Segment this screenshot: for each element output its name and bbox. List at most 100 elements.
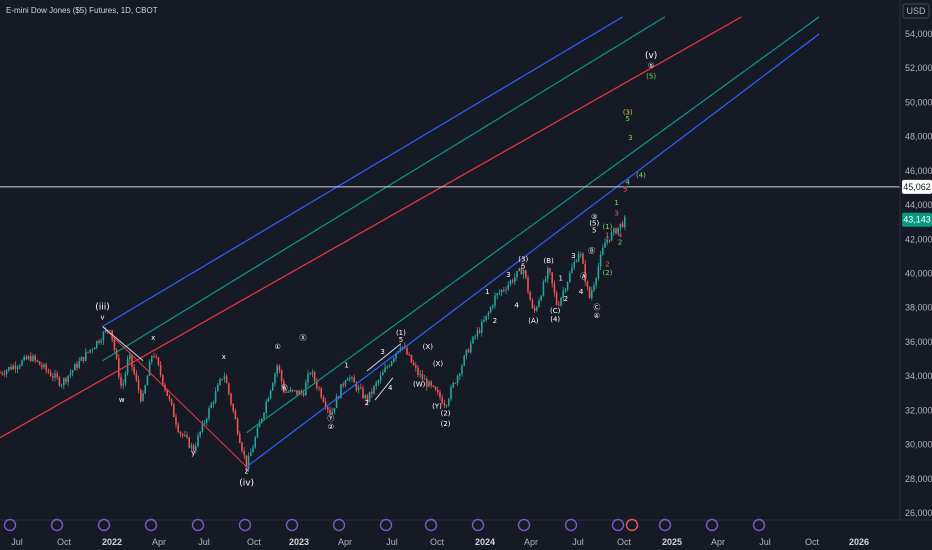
candle-body	[316, 381, 318, 388]
event-marker-icon[interactable]	[611, 518, 625, 532]
event-marker-icon[interactable]	[424, 518, 438, 532]
currency-button[interactable]	[902, 3, 930, 19]
price-tick-label: 38,000	[905, 303, 932, 313]
candle-body	[162, 375, 164, 385]
candle-body	[428, 381, 430, 387]
candle-body	[14, 365, 17, 369]
connector-line[interactable]	[374, 377, 394, 401]
candle-body	[401, 346, 404, 348]
candle-body	[461, 365, 463, 374]
time-tick-label: Oct	[430, 537, 445, 547]
event-marker-icon[interactable]	[625, 518, 639, 532]
candle-body	[514, 277, 516, 283]
candle-body	[463, 355, 465, 366]
event-marker-icon[interactable]	[191, 518, 205, 532]
event-marker-icon[interactable]	[3, 518, 17, 532]
candle-body	[170, 399, 173, 405]
candle-body	[421, 373, 424, 380]
event-marker-icon[interactable]	[332, 518, 346, 532]
candle-body	[390, 361, 393, 366]
wave-label: 3	[380, 348, 384, 356]
time-axis[interactable]: Jul Oct 2022 Apr Jul Oct 2023 Apr Jul Oct 2024 Apr J…	[0, 518, 932, 550]
candle-body	[432, 385, 435, 387]
connector-line[interactable]	[102, 326, 144, 362]
candle-body	[487, 312, 490, 316]
candle-body	[498, 292, 501, 294]
event-marker-icon[interactable]	[705, 518, 719, 532]
candle-body	[410, 354, 413, 363]
candle-body	[608, 239, 611, 241]
candle-body	[478, 330, 481, 333]
candle-body	[456, 375, 459, 384]
time-tick-label: 2026	[849, 537, 869, 547]
candle-body	[520, 268, 523, 275]
candle-body	[454, 383, 457, 384]
event-marker-icon[interactable]	[50, 518, 64, 532]
event-marker-icon[interactable]	[658, 518, 672, 532]
wave-label: (2)	[441, 420, 451, 428]
wave-label: (X)	[423, 343, 434, 351]
event-marker-icon[interactable]	[471, 518, 485, 532]
wave-label: 3	[571, 252, 575, 260]
wave-label: (3)	[518, 256, 528, 264]
candle-body	[168, 395, 171, 400]
candle-body	[382, 372, 384, 376]
channel-line[interactable]	[0, 16, 742, 439]
connector-line[interactable]	[102, 326, 247, 468]
candle-body	[261, 418, 263, 423]
candle-body	[78, 360, 80, 368]
connector-line[interactable]	[366, 343, 402, 372]
candle-body	[450, 387, 452, 400]
candle-body	[533, 307, 536, 311]
event-marker-icon[interactable]	[752, 518, 766, 532]
candle-body	[25, 356, 28, 360]
candle-body	[593, 285, 595, 291]
candle-body	[144, 385, 146, 394]
price-axis[interactable]: 54,000 52,000 50,000 48,000 46,000 44,000 42,0…	[899, 0, 932, 520]
candle-series	[0, 215, 626, 473]
event-marker-icon[interactable]	[517, 518, 531, 532]
candle-body	[353, 377, 355, 383]
wave-label: (2)	[441, 409, 451, 417]
time-tick-label: Apr	[524, 537, 538, 547]
wave-label: 1	[485, 288, 489, 296]
channel-line[interactable]	[102, 16, 624, 328]
wave-label: z	[245, 468, 249, 476]
candle-body	[346, 379, 349, 381]
candle-body	[577, 254, 580, 262]
candle-body	[434, 386, 437, 391]
candle-body	[322, 397, 325, 402]
candle-body	[624, 216, 626, 227]
candle-body	[263, 413, 265, 419]
event-marker-icon[interactable]	[144, 518, 158, 532]
event-marker-icon[interactable]	[97, 518, 111, 532]
channel-line[interactable]	[102, 16, 666, 362]
candle-body	[197, 435, 199, 447]
candle-body	[505, 289, 507, 291]
time-tick-label: Jul	[11, 537, 23, 547]
wave-label: Ⓑ	[588, 247, 595, 255]
wave-label: Ⓦ	[281, 384, 288, 392]
candle-body	[379, 375, 382, 381]
candle-body	[3, 373, 6, 375]
wave-label: 1	[614, 199, 618, 207]
candle-body	[256, 427, 259, 438]
candle-body	[492, 305, 494, 308]
event-marker-icon[interactable]	[285, 518, 299, 532]
candle-body	[441, 397, 443, 404]
channel-line[interactable]	[246, 16, 820, 434]
price-tick-label: 50,000	[905, 97, 932, 107]
event-marker-icon[interactable]	[379, 518, 393, 532]
candle-body	[320, 388, 322, 398]
channel-line[interactable]	[246, 33, 820, 468]
wave-label: (v)	[645, 51, 657, 61]
candle-body	[120, 376, 122, 386]
event-marker-icon[interactable]	[564, 518, 578, 532]
candle-body	[467, 349, 470, 353]
candle-body	[19, 365, 21, 368]
event-marker-icon[interactable]	[238, 518, 252, 532]
candle-body	[544, 279, 547, 282]
candle-body	[443, 403, 446, 406]
